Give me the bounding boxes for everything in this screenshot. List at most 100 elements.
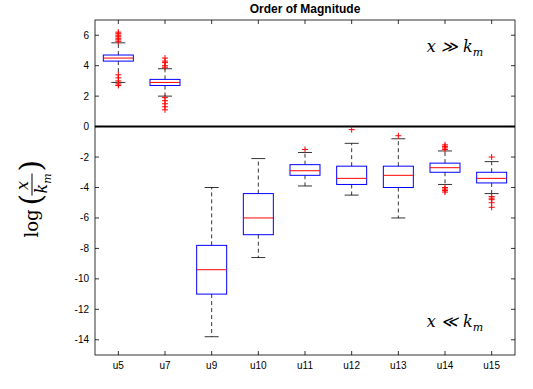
x-tick [398, 20, 399, 24]
median [103, 58, 133, 59]
outlier [115, 72, 121, 78]
outlier [442, 189, 448, 195]
whisker-cap [391, 217, 405, 218]
title: Order of Magnitude [250, 2, 361, 16]
box [337, 166, 367, 184]
x-tick-label: u13 [390, 360, 407, 371]
y-tick [511, 65, 515, 66]
box [477, 172, 507, 183]
whisker-cap [251, 257, 265, 258]
axes-frame [95, 20, 515, 355]
x-tick [351, 20, 352, 24]
y-tick [95, 339, 99, 340]
whisker-cap [345, 195, 359, 196]
whisker [398, 188, 399, 218]
y-label-denominator: km [32, 173, 54, 193]
whisker [491, 183, 492, 194]
y-tick [95, 35, 99, 36]
whisker [351, 143, 352, 166]
background [0, 0, 533, 389]
whisker [258, 235, 259, 258]
y-tick [95, 217, 99, 218]
x-tick [165, 351, 166, 355]
outlier [395, 133, 401, 139]
x-tick [351, 351, 352, 355]
median [290, 170, 320, 171]
whisker [305, 152, 306, 164]
y-label-subscript: m [41, 173, 54, 183]
whisker [491, 162, 492, 173]
y-tick [511, 339, 515, 340]
x-tick-label: u14 [437, 360, 454, 371]
outlier [162, 107, 168, 113]
y-label-prefix: log [21, 209, 42, 237]
x-tick [165, 20, 166, 24]
annotation-text: x ≫ k [427, 37, 473, 56]
x-tick [118, 20, 119, 24]
median [477, 178, 507, 179]
y-label-paren: ) [13, 160, 48, 172]
x-tick-label: u10 [250, 360, 267, 371]
median [197, 269, 227, 270]
x-tick [491, 20, 492, 24]
y-tick [95, 309, 99, 310]
whisker [258, 159, 259, 194]
x-tick [211, 351, 212, 355]
box [197, 245, 227, 294]
x-tick [258, 20, 259, 24]
annotation-subscript: m [473, 46, 483, 59]
y-tick [511, 248, 515, 249]
annotation: x ≫ km [427, 37, 483, 59]
whisker [351, 184, 352, 195]
whisker [305, 175, 306, 186]
x-tick-label: u7 [159, 360, 171, 371]
y-tick-label: -6 [80, 212, 89, 223]
outlier [442, 142, 448, 148]
whisker [211, 294, 212, 337]
x-tick-label: u5 [113, 360, 125, 371]
whisker [445, 172, 446, 184]
whisker-cap [205, 336, 219, 337]
x-tick-label: u15 [483, 360, 500, 371]
whisker-cap [485, 161, 499, 162]
whisker [165, 85, 166, 96]
y-tick-label: 0 [83, 121, 89, 132]
outlier [162, 55, 168, 61]
x-tick-label: u9 [206, 360, 218, 371]
outlier [489, 154, 495, 160]
median [383, 175, 413, 176]
y-label-numerator: x [13, 181, 32, 190]
whisker-cap [251, 158, 265, 159]
annotation-subscript: m [473, 321, 483, 334]
whisker [398, 139, 399, 166]
y-tick [95, 248, 99, 249]
x-tick [445, 20, 446, 24]
y-tick [95, 278, 99, 279]
box [430, 163, 460, 172]
y-tick [95, 157, 99, 158]
y-tick [511, 309, 515, 310]
median [150, 82, 180, 83]
x-tick [258, 351, 259, 355]
outlier [489, 204, 495, 210]
median [243, 217, 273, 218]
x-tick [211, 20, 212, 24]
median [430, 167, 460, 168]
chart: Order of Magnitude-14-12-10-8-6-4-20246u… [0, 0, 533, 389]
y-tick-label: 4 [83, 60, 89, 71]
x-tick [445, 351, 446, 355]
x-tick [118, 351, 119, 355]
y-tick [511, 217, 515, 218]
x-tick [305, 20, 306, 24]
outlier [302, 146, 308, 152]
whisker [445, 151, 446, 163]
outlier [115, 29, 121, 35]
y-tick [95, 96, 99, 97]
x-tick-label: u12 [343, 360, 360, 371]
whisker-cap [298, 185, 312, 186]
box [243, 194, 273, 235]
y-tick-label: -2 [80, 152, 89, 163]
reference-line [95, 126, 515, 128]
box [383, 166, 413, 187]
x-tick [305, 351, 306, 355]
